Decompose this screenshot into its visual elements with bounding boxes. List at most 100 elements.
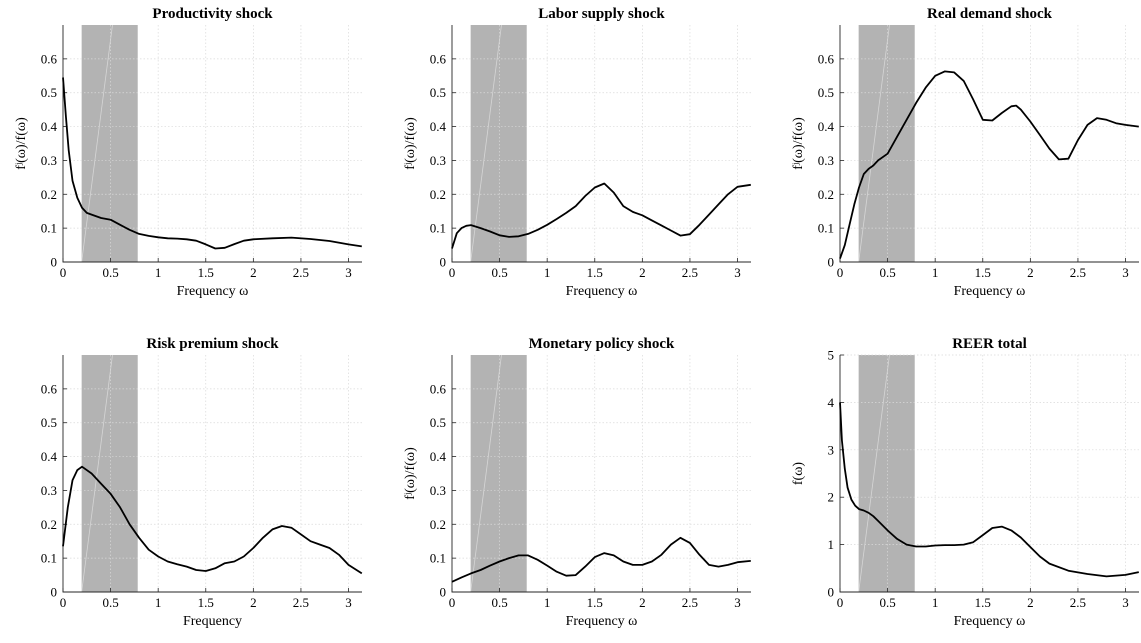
x-tick-label: 0: [449, 595, 456, 610]
x-tick-label: 1: [544, 595, 551, 610]
x-tick-label: 2: [1027, 595, 1034, 610]
x-axis-label: Frequency ω: [566, 614, 638, 629]
axes-frame: [62, 25, 362, 263]
x-tick-label: 2.5: [1070, 265, 1086, 280]
x-tick-label: 1.5: [198, 595, 214, 610]
x-axis-label: Frequency: [183, 614, 242, 629]
x-tick-label: 2.5: [682, 595, 698, 610]
y-tick-label: 0.6: [818, 51, 835, 66]
chart-panel-3: 0 0.5 1 1.5 2 2.5 3 0 0.1 0.2 0.3 0.4 0.5 0.6 Real dem…: [791, 6, 1139, 299]
series-line: [62, 465, 363, 575]
x-tick-label: 3: [734, 265, 741, 280]
y-tick-label: 0.5: [41, 415, 57, 430]
y-tick-label: 0.4: [430, 449, 447, 464]
chart-panel-6: 0 0.5 1 1.5 2 2.5 3 0 1 2 3 4 5 REER total Frequency ω…: [791, 336, 1139, 629]
x-tick-label: 3: [345, 265, 352, 280]
x-tick-label: 1.5: [587, 595, 603, 610]
y-tick-label: 4: [828, 395, 835, 410]
y-tick-label: 0.4: [41, 119, 58, 134]
chart-panel-2: 0 0.5 1 1.5 2 2.5 3 0 0.1 0.2 0.3 0.4 0.5 0.6 Labor su…: [403, 6, 751, 299]
shaded-band: [858, 355, 915, 592]
x-tick-label: 3: [1122, 265, 1129, 280]
y-axis-label: f(ω): [791, 462, 806, 486]
shaded-band: [470, 25, 527, 262]
y-tick-label: 0.5: [818, 85, 834, 100]
x-tick-label: 2: [250, 595, 257, 610]
axes-frame: [839, 25, 1139, 263]
y-tick-label: 0.3: [430, 483, 446, 498]
y-tick-label: 0.1: [430, 221, 446, 236]
chart-panel-4: 0 0.5 1 1.5 2 2.5 3 0 0.1 0.2 0.3 0.4 0.5 0.6 Risk pre…: [41, 336, 363, 629]
series-line: [839, 402, 1139, 578]
x-tick-label: 0: [837, 265, 844, 280]
x-tick-label: 2.5: [1070, 595, 1086, 610]
shaded-band: [470, 355, 527, 592]
x-axis-label: Frequency ω: [954, 284, 1026, 299]
x-axis-label: Frequency ω: [566, 284, 638, 299]
y-axis-label: fʲ(ω)/f(ω): [14, 117, 29, 170]
x-tick-label: 0.5: [491, 595, 507, 610]
y-tick-label: 0.6: [41, 381, 58, 396]
y-tick-label: 0: [828, 585, 835, 600]
y-tick-label: 0.1: [430, 551, 446, 566]
y-tick-label: 0.5: [41, 85, 57, 100]
x-tick-label: 0.5: [102, 265, 118, 280]
x-tick-label: 2: [639, 265, 646, 280]
y-tick-label: 1: [828, 537, 835, 552]
series-line: [451, 536, 751, 583]
y-tick-label: 0.3: [41, 153, 57, 168]
y-tick-label: 0.4: [430, 119, 447, 134]
x-tick-label: 2.5: [293, 265, 309, 280]
y-tick-label: 0.2: [41, 187, 57, 202]
shaded-band: [858, 25, 915, 262]
x-tick-label: 1: [932, 265, 939, 280]
x-axis-label: Frequency ω: [954, 614, 1026, 629]
axes-frame: [451, 25, 751, 263]
y-tick-label: 0: [828, 255, 835, 270]
x-tick-label: 1: [544, 265, 551, 280]
y-tick-label: 2: [828, 490, 835, 505]
x-tick-label: 2.5: [293, 595, 309, 610]
y-tick-label: 0.6: [41, 51, 58, 66]
x-tick-label: 0: [60, 595, 67, 610]
x-tick-label: 2.5: [682, 265, 698, 280]
x-tick-label: 0.5: [879, 265, 895, 280]
x-tick-label: 0.5: [491, 265, 507, 280]
y-tick-label: 0.4: [41, 449, 58, 464]
x-tick-label: 1.5: [198, 265, 214, 280]
series-line: [839, 70, 1139, 259]
x-tick-label: 0: [60, 265, 67, 280]
y-tick-label: 0.1: [41, 221, 57, 236]
chart-panel-5: 0 0.5 1 1.5 2 2.5 3 0 0.1 0.2 0.3 0.4 0.5 0.6 Monetary…: [403, 336, 751, 629]
chart-title: Labor supply shock: [538, 6, 665, 22]
y-tick-label: 0.6: [430, 51, 447, 66]
y-tick-label: 0.2: [41, 517, 57, 532]
y-tick-label: 0.5: [430, 85, 446, 100]
x-tick-label: 2: [1027, 265, 1034, 280]
band-diagonal: [858, 354, 890, 593]
x-tick-label: 0.5: [879, 595, 895, 610]
band-diagonal: [81, 24, 113, 263]
x-tick-label: 1: [155, 265, 162, 280]
x-axis-label: Frequency ω: [177, 284, 249, 299]
series-line: [62, 77, 362, 250]
band-diagonal: [81, 354, 113, 593]
band-diagonal: [470, 24, 502, 263]
y-tick-label: 0.2: [430, 187, 446, 202]
series-line: [451, 182, 751, 249]
x-tick-label: 1: [932, 595, 939, 610]
y-axis-label: fʲ(ω)/f(ω): [403, 117, 418, 170]
y-tick-label: 0.6: [430, 381, 447, 396]
chart-title: REER total: [952, 336, 1027, 352]
y-tick-label: 0: [440, 255, 447, 270]
y-tick-label: 0.3: [818, 153, 834, 168]
y-axis-label: fʲ(ω)/f(ω): [403, 447, 418, 500]
y-tick-label: 0.1: [41, 551, 57, 566]
y-tick-label: 0: [51, 585, 58, 600]
x-tick-label: 0: [837, 595, 844, 610]
x-tick-label: 1.5: [587, 265, 603, 280]
x-tick-label: 2: [250, 265, 257, 280]
x-tick-label: 3: [734, 595, 741, 610]
chart-panel-1: 0 0.5 1 1.5 2 2.5 3 0 0.1 0.2 0.3 0.4 0.5 0.6 Producti…: [14, 6, 362, 299]
y-tick-label: 0.3: [430, 153, 446, 168]
